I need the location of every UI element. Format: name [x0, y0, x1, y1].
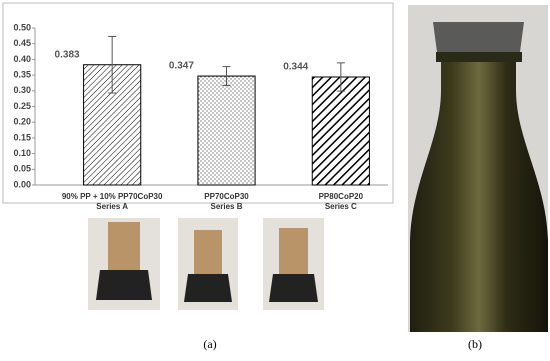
- y-tick-label: 0.35: [13, 69, 31, 79]
- panel-label: (b): [468, 337, 482, 351]
- stopper: [433, 22, 524, 52]
- x-tick-label: 90% PP + 10% PP70CoP30: [62, 192, 163, 201]
- value-label: 0.347: [169, 61, 194, 72]
- y-tick-label: 0.45: [13, 38, 31, 48]
- x-tick-label: PP70CoP30: [204, 192, 249, 201]
- x-tick-sublabel: Series C: [325, 202, 357, 211]
- y-tick-label: 0.25: [13, 101, 31, 111]
- value-label: 0.383: [55, 49, 80, 60]
- cork: [279, 228, 308, 274]
- y-tick-label: 0.50: [13, 22, 31, 32]
- cork: [194, 230, 222, 274]
- y-tick-label: 0.10: [13, 148, 31, 158]
- bottle-lip: [436, 52, 522, 62]
- x-tick-label: PP80CoP20: [319, 192, 364, 201]
- stopper-head: [96, 270, 152, 300]
- y-tick-label: 0.00: [13, 179, 31, 189]
- y-tick-label: 0.30: [13, 85, 31, 95]
- y-tick-label: 0.15: [13, 132, 31, 142]
- stopper-head: [269, 274, 318, 302]
- panel-label: (a): [203, 337, 216, 351]
- value-label: 0.344: [283, 62, 308, 73]
- y-tick-label: 0.20: [13, 117, 31, 127]
- bar: [197, 75, 256, 186]
- x-tick-sublabel: Series A: [96, 202, 128, 211]
- stopper-head: [184, 274, 232, 302]
- cork: [108, 222, 140, 270]
- cork-photos: [88, 218, 324, 310]
- bar: [311, 76, 370, 186]
- y-tick-label: 0.40: [13, 54, 31, 64]
- bottle-photo: [408, 5, 548, 332]
- y-tick-label: 0.05: [13, 164, 31, 174]
- bottle: [410, 50, 548, 332]
- x-tick-sublabel: Series B: [210, 202, 242, 211]
